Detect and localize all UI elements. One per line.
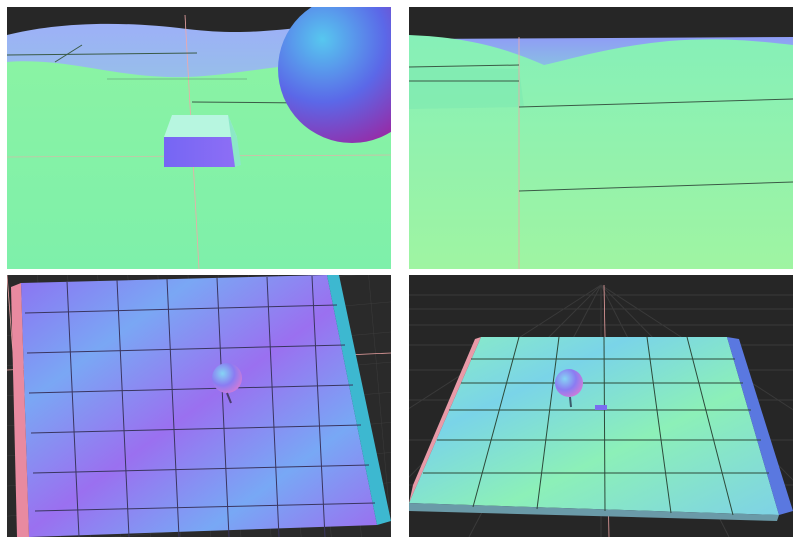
terrain-edge xyxy=(518,181,793,192)
scene-first-person xyxy=(409,7,793,269)
viewport-bottom-left[interactable] xyxy=(7,275,391,537)
scene-perspective xyxy=(409,275,793,537)
floor-tiles xyxy=(24,275,376,537)
floor-plane xyxy=(21,275,377,537)
box-object xyxy=(164,115,241,167)
floor-edge xyxy=(409,503,779,521)
floor-tiles xyxy=(423,336,769,516)
terrain-edge xyxy=(7,52,198,56)
floor-edge xyxy=(327,275,391,525)
terrain-patch xyxy=(409,67,524,109)
scene-third-person xyxy=(7,7,391,269)
terrain-edge xyxy=(409,64,520,68)
floor-edge xyxy=(409,337,481,503)
sphere-shadow xyxy=(569,396,572,408)
sphere-object xyxy=(278,7,391,143)
terrain-edge xyxy=(54,44,83,63)
floor-edge xyxy=(727,337,793,515)
viewport-top-left[interactable] xyxy=(7,7,391,269)
scene-top-down xyxy=(7,275,391,537)
floor-plane xyxy=(409,337,779,515)
floor-edge xyxy=(11,283,29,537)
viewport-top-right[interactable] xyxy=(409,7,793,269)
box-object xyxy=(595,405,607,410)
sphere-object xyxy=(555,369,583,397)
viewport-bottom-right[interactable] xyxy=(409,275,793,537)
sphere-object xyxy=(212,363,242,393)
terrain-edge xyxy=(518,98,793,108)
sphere-shadow xyxy=(226,392,232,404)
